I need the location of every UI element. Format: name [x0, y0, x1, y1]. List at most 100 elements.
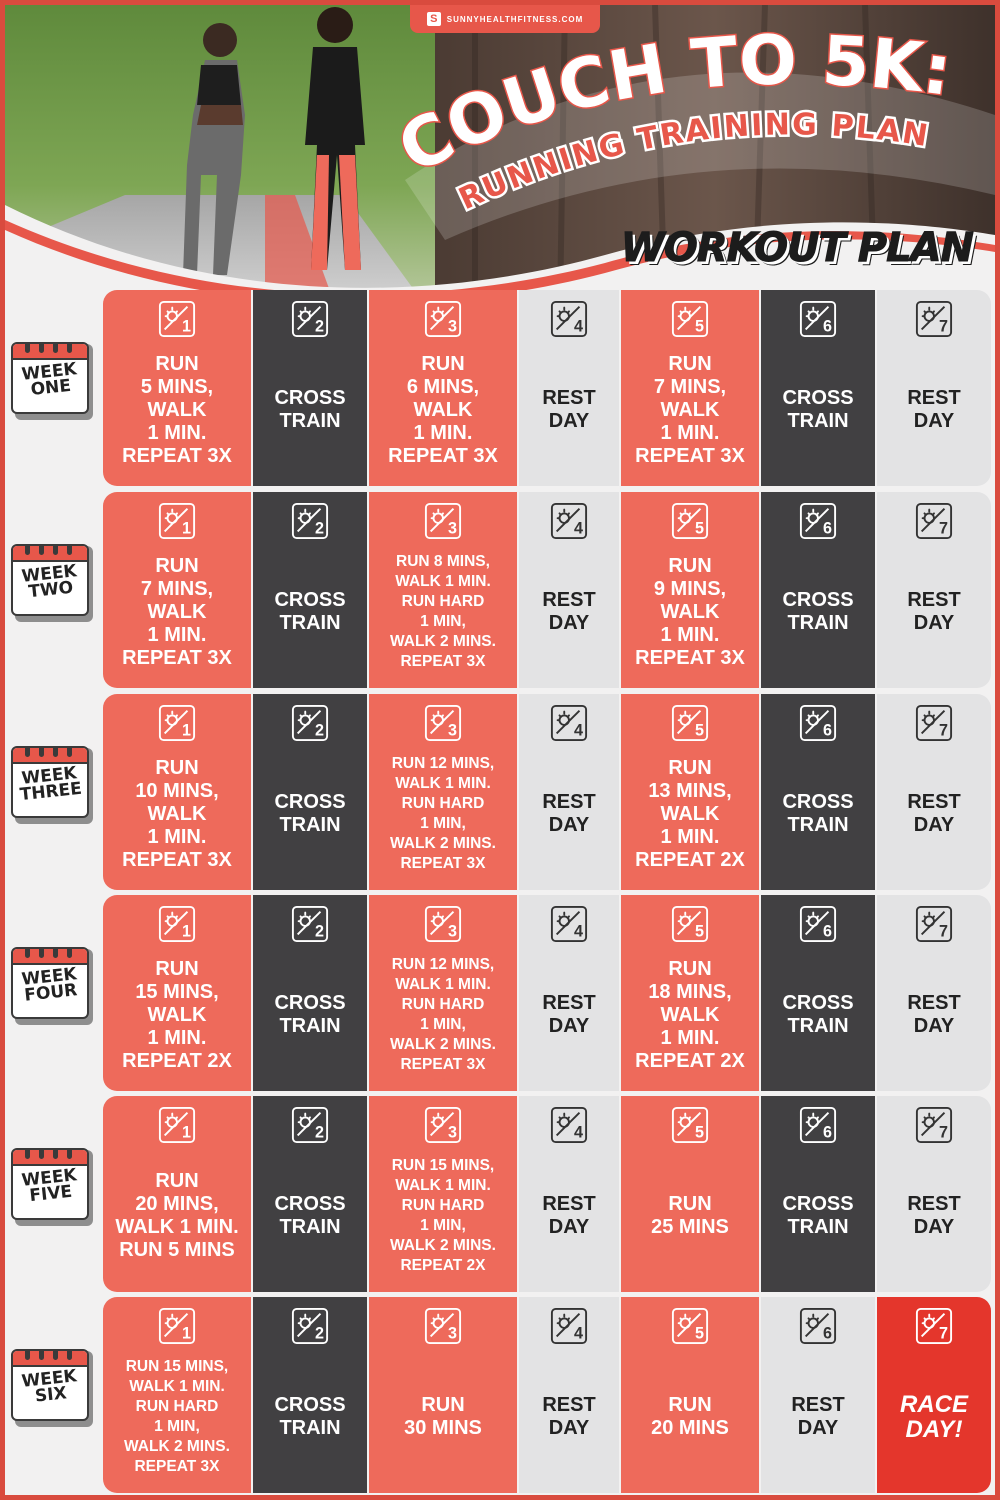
day-cell: 6 CROSS TRAIN	[761, 694, 877, 890]
svg-text:4: 4	[574, 922, 583, 940]
svg-text:7: 7	[939, 1123, 948, 1141]
day-workout-text: RUN 9 MINS, WALK 1 MIN. REPEAT 3X	[635, 554, 745, 669]
day-workout-text: CROSS TRAIN	[274, 387, 346, 432]
day-workout-text: REST DAY	[542, 992, 596, 1037]
day-workout-text: RUN 30 MINS	[404, 1394, 482, 1439]
day-workout-text: CROSS TRAIN	[274, 992, 346, 1037]
day-workout-text: RUN 6 MINS, WALK 1 MIN. REPEAT 3X	[388, 352, 498, 467]
week-row: WEEK FIVE 1 RUN 20 MINS, WALK 1 MIN. RUN 5 …	[5, 1096, 995, 1292]
svg-text:7: 7	[939, 317, 948, 335]
svg-text:5: 5	[695, 1123, 704, 1141]
sun-calendar-day-icon: 1	[158, 1307, 196, 1345]
brand-badge[interactable]: S SUNNYHEALTHFITNESS.COM	[410, 5, 600, 33]
day-workout-text: RUN 7 MINS, WALK 1 MIN. REPEAT 3X	[122, 554, 232, 669]
svg-text:5: 5	[695, 519, 704, 537]
day-cell: 3 RUN 15 MINS, WALK 1 MIN. RUN HARD 1 MIN…	[369, 1096, 519, 1292]
day-workout-text: RUN 5 MINS, WALK 1 MIN. REPEAT 3X	[122, 352, 232, 467]
day-cell: 5 RUN 20 MINS	[621, 1297, 761, 1493]
day-workout-text: REST DAY	[542, 791, 596, 836]
day-workout-text: REST DAY	[542, 589, 596, 634]
sun-calendar-day-icon: 7	[915, 1307, 953, 1345]
day-cell: 7 REST DAY	[877, 694, 991, 890]
sun-calendar-day-icon: 4	[550, 502, 588, 540]
svg-text:1: 1	[182, 922, 191, 940]
svg-text:6: 6	[823, 519, 832, 537]
svg-text:3: 3	[448, 922, 457, 940]
svg-text:6: 6	[823, 721, 832, 739]
day-cell: 1 RUN 15 MINS, WALK 1 MIN. RUN HARD 1 MIN…	[103, 1297, 253, 1493]
week-label-text: WEEK THREE	[13, 763, 87, 805]
sun-calendar-day-icon: 3	[424, 300, 462, 338]
day-cell: 3 RUN 12 MINS, WALK 1 MIN. RUN HARD 1 MIN…	[369, 694, 519, 890]
day-workout-text: REST DAY	[907, 1193, 961, 1238]
week-row: WEEK TWO 1 RUN 7 MINS, WALK 1 MIN. REPEAT 3…	[5, 492, 995, 688]
sun-calendar-day-icon: 3	[424, 502, 462, 540]
day-workout-text: CROSS TRAIN	[274, 1394, 346, 1439]
day-workout-text: REST DAY	[907, 589, 961, 634]
week-days: 1 RUN 15 MINS, WALK 1 MIN. REPEAT 2X 2 CROS…	[103, 895, 991, 1091]
hero-title: COUCH TO 5K: RUNNING TRAINING PLAN	[385, 20, 995, 241]
day-cell: 1 RUN 20 MINS, WALK 1 MIN. RUN 5 MINS	[103, 1096, 253, 1292]
day-workout-text: RUN 12 MINS, WALK 1 MIN. RUN HARD 1 MIN,…	[390, 956, 496, 1073]
brand-logo-icon: S	[426, 12, 441, 26]
day-cell: 6 CROSS TRAIN	[761, 1096, 877, 1292]
brand-url: SUNNYHEALTHFITNESS.COM	[446, 14, 584, 24]
svg-text:1: 1	[182, 1324, 191, 1342]
race-day-text: RACE DAY!	[899, 1391, 968, 1443]
week-label-text: WEEK SIX	[13, 1366, 87, 1407]
svg-text:4: 4	[574, 519, 583, 537]
svg-text:6: 6	[823, 1123, 832, 1141]
week-row: WEEK THREE 1 RUN 10 MINS, WALK 1 MIN. REPEA…	[5, 694, 995, 890]
week-label-calendar-icon: WEEK SIX	[11, 1345, 95, 1433]
sun-calendar-day-icon: 7	[915, 502, 953, 540]
day-cell: 4 REST DAY	[519, 1297, 621, 1493]
svg-text:6: 6	[823, 317, 832, 335]
svg-text:7: 7	[939, 922, 948, 940]
sun-calendar-day-icon: 6	[799, 704, 837, 742]
svg-text:2: 2	[315, 519, 324, 537]
sun-calendar-day-icon: 1	[158, 905, 196, 943]
sun-calendar-day-icon: 7	[915, 300, 953, 338]
day-workout-text: REST DAY	[542, 1394, 596, 1439]
svg-text:5: 5	[695, 721, 704, 739]
svg-text:6: 6	[823, 922, 832, 940]
day-workout-text: RUN 7 MINS, WALK 1 MIN. REPEAT 3X	[635, 352, 745, 467]
svg-text:7: 7	[939, 721, 948, 739]
sun-calendar-day-icon: 5	[671, 704, 709, 742]
svg-text:3: 3	[448, 519, 457, 537]
sun-calendar-day-icon: 1	[158, 300, 196, 338]
sun-calendar-day-icon: 2	[291, 1307, 329, 1345]
sun-calendar-day-icon: 6	[799, 300, 837, 338]
svg-text:2: 2	[315, 317, 324, 335]
sun-calendar-day-icon: 6	[799, 1307, 837, 1345]
svg-text:3: 3	[448, 317, 457, 335]
day-cell: 5 RUN 13 MINS, WALK 1 MIN. REPEAT 2X	[621, 694, 761, 890]
day-workout-text: RUN 15 MINS, WALK 1 MIN. RUN HARD 1 MIN,…	[124, 1358, 230, 1475]
day-workout-text: RUN 10 MINS, WALK 1 MIN. REPEAT 3X	[122, 756, 232, 871]
day-cell: 4 REST DAY	[519, 492, 621, 688]
sun-calendar-day-icon: 5	[671, 300, 709, 338]
svg-text:5: 5	[695, 1324, 704, 1342]
sun-calendar-day-icon: 4	[550, 905, 588, 943]
day-cell: 4 REST DAY	[519, 694, 621, 890]
week-days: 1 RUN 7 MINS, WALK 1 MIN. REPEAT 3X 2 CROSS…	[103, 492, 991, 688]
svg-text:2: 2	[315, 1123, 324, 1141]
svg-text:3: 3	[448, 1123, 457, 1141]
week-label-bottom: FOUR	[23, 980, 79, 1006]
day-cell: 5 RUN 7 MINS, WALK 1 MIN. REPEAT 3X	[621, 290, 761, 486]
day-workout-text: REST DAY	[907, 791, 961, 836]
svg-text:6: 6	[823, 1324, 832, 1342]
week-label-calendar-icon: WEEK TWO	[11, 540, 95, 628]
week-row: WEEK ONE 1 RUN 5 MINS, WALK 1 MIN. REPEAT 3…	[5, 290, 995, 486]
day-cell: 1 RUN 10 MINS, WALK 1 MIN. REPEAT 3X	[103, 694, 253, 890]
day-cell: 7 RACE DAY!	[877, 1297, 991, 1493]
sun-calendar-day-icon: 2	[291, 1106, 329, 1144]
day-workout-text: CROSS TRAIN	[782, 1193, 854, 1238]
day-cell: 7 REST DAY	[877, 492, 991, 688]
svg-text:2: 2	[315, 922, 324, 940]
svg-text:5: 5	[695, 317, 704, 335]
sun-calendar-day-icon: 6	[799, 1106, 837, 1144]
day-workout-text: CROSS TRAIN	[782, 589, 854, 634]
day-cell: 1 RUN 5 MINS, WALK 1 MIN. REPEAT 3X	[103, 290, 253, 486]
